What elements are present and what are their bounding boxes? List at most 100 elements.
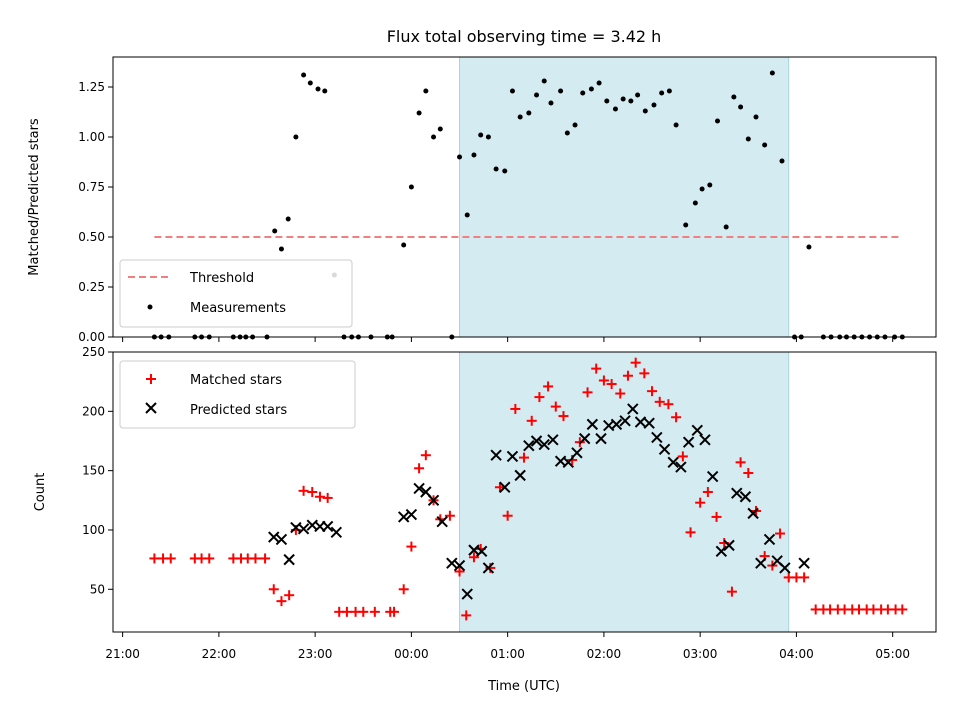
- predicted-point: [651, 431, 663, 444]
- matched-point: [711, 511, 722, 522]
- predicted-legend-label: Predicted stars: [190, 403, 287, 418]
- matched-point: [314, 491, 325, 502]
- measurement-point: [707, 182, 713, 188]
- matched-point: [647, 386, 658, 397]
- predicted-point: [490, 449, 502, 461]
- threshold-legend-label: Threshold: [189, 271, 254, 286]
- measurement-point: [431, 134, 437, 140]
- predicted-point: [691, 424, 703, 437]
- predicted-point: [562, 456, 575, 469]
- bottom-legend: Matched stars Predicted stars: [119, 360, 356, 429]
- predicted-point: [610, 418, 623, 431]
- measurement-point: [401, 242, 407, 248]
- matched-point: [685, 527, 696, 538]
- measurement-point: [464, 212, 470, 218]
- measurement-point: [526, 110, 532, 116]
- matched-point: [663, 399, 674, 410]
- measurement-point: [580, 90, 586, 96]
- measurement-point: [714, 118, 720, 124]
- matched-point: [149, 553, 160, 564]
- measurement-point: [293, 134, 299, 140]
- y-tick-label: 200: [82, 404, 105, 418]
- bottom-x-ticks: 21:00 22:00 23:00 00:00 01:00 02:00 03:00 04:00…: [105, 632, 910, 661]
- x-tick-label: 03:00: [683, 647, 718, 661]
- matched-point: [606, 379, 617, 390]
- y-tick-label: 0.25: [78, 280, 105, 294]
- matched-point: [582, 387, 593, 398]
- predicted-point: [667, 456, 679, 469]
- measurement-point: [517, 114, 523, 120]
- matched-point: [444, 510, 455, 521]
- matched-point: [526, 415, 537, 426]
- measurements-legend-swatch: [147, 304, 153, 310]
- predicted-point: [739, 491, 752, 503]
- matched-point: [677, 451, 688, 462]
- x-tick-label: 21:00: [105, 647, 140, 661]
- measurement-point: [457, 154, 463, 160]
- bottom-legend-box: [119, 360, 356, 429]
- measurement-point: [692, 200, 698, 206]
- measurement-point: [315, 86, 321, 92]
- matched-point: [615, 388, 626, 399]
- matched-point: [630, 357, 641, 368]
- predicted-point: [755, 557, 767, 569]
- matched-point: [639, 368, 650, 379]
- matched-point: [461, 610, 472, 621]
- predicted-point: [413, 482, 425, 495]
- matched-point: [510, 403, 521, 414]
- predicted-point: [723, 539, 735, 552]
- predicted-point: [275, 533, 288, 546]
- measurement-point: [408, 184, 414, 190]
- predicted-point: [330, 526, 343, 539]
- measurement-point: [272, 228, 278, 234]
- measurement-point: [762, 142, 768, 148]
- predicted-point: [595, 432, 607, 445]
- predicted-point: [586, 418, 599, 431]
- measurement-point: [502, 168, 508, 174]
- predicted-point: [706, 470, 719, 483]
- top-legend: Threshold Measurements: [119, 259, 353, 328]
- y-tick-label: 1.00: [78, 130, 105, 144]
- matched-point: [165, 553, 176, 564]
- measurement-point: [301, 72, 307, 78]
- top-y-ticks: 0.00 0.25 0.50 0.75 1.00 1.25: [78, 80, 113, 344]
- measurement-point: [572, 122, 578, 128]
- measurements-legend-label: Measurements: [190, 301, 286, 316]
- measurement-point: [437, 126, 443, 132]
- measurement-point: [596, 80, 602, 86]
- matched-point: [775, 528, 786, 539]
- matched-point: [494, 482, 505, 493]
- predicted-point: [268, 531, 280, 543]
- predicted-point: [321, 520, 334, 533]
- predicted-point: [627, 403, 639, 415]
- measurement-point: [628, 98, 634, 104]
- x-tick-label: 05:00: [875, 647, 910, 661]
- predicted-point: [571, 447, 583, 459]
- measurement-point: [322, 88, 328, 94]
- matched-point: [799, 572, 810, 583]
- measurement-point: [423, 88, 429, 94]
- bottom-panel: 50 100 150 200 250 21:00 22:00 23:00 00:00 01:00…: [33, 345, 937, 694]
- matched-point: [502, 510, 513, 521]
- matched-point: [369, 606, 380, 617]
- matched-point: [671, 412, 682, 423]
- matched-point: [591, 363, 602, 374]
- predicted-point: [578, 432, 591, 445]
- matched-point: [398, 584, 409, 595]
- measurement-point: [723, 224, 729, 230]
- measurement-point: [541, 78, 547, 84]
- matched-point: [454, 566, 465, 577]
- predicted-point: [731, 487, 743, 499]
- matched-point: [622, 370, 633, 381]
- matched-point: [204, 553, 215, 564]
- matched-point: [389, 606, 400, 617]
- bottom-y-axis-label: Count: [33, 473, 48, 512]
- predicted-point: [405, 508, 418, 521]
- measurement-series: [151, 70, 905, 340]
- x-tick-label: 04:00: [779, 647, 814, 661]
- predicted-point: [436, 515, 448, 528]
- measurement-point: [285, 216, 291, 222]
- top-axes-frame: [112, 56, 937, 338]
- x-tick-label: 02:00: [587, 647, 622, 661]
